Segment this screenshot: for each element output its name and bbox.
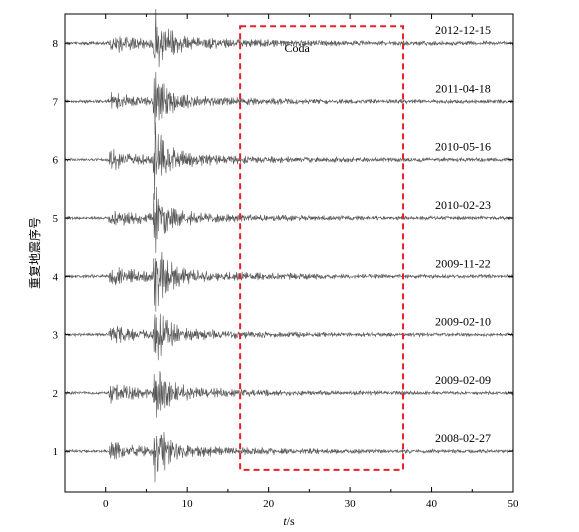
- x-axis-title-symbol: t: [283, 514, 287, 528]
- waveform-traces: [64, 8, 514, 483]
- date-labels: 2012-12-15 2011-04-18 2010-05-16 2010-02-23…: [435, 23, 491, 445]
- waveform-3: [64, 313, 514, 361]
- y-tick-label: 7: [53, 96, 59, 108]
- y-axis-title: 重复地震序号: [27, 217, 42, 289]
- date-label-5: 2010-02-23: [435, 198, 491, 212]
- y-tick-label: 1: [53, 446, 59, 458]
- date-label-2: 2009-02-09: [435, 373, 491, 387]
- y-tick-label: 4: [53, 271, 59, 283]
- waveform-4: [64, 251, 514, 312]
- y-tick-label: 8: [53, 38, 59, 50]
- x-axis-ticks: 0 10 20 30 40 50: [64, 14, 520, 510]
- coda-window-box: [239, 25, 405, 471]
- plot-frame: [64, 13, 514, 493]
- y-tick-label: 2: [53, 388, 59, 400]
- date-label-3: 2009-02-10: [435, 315, 491, 329]
- waveform-6: [64, 122, 514, 200]
- x-tick-label: 20: [263, 498, 275, 510]
- x-tick-label: 30: [345, 498, 357, 510]
- waveform-8: [64, 8, 514, 68]
- waveform-1: [64, 431, 514, 483]
- coda-label: Coda: [284, 41, 310, 55]
- date-label-4: 2009-11-22: [435, 256, 491, 270]
- y-tick-label: 6: [53, 155, 59, 167]
- date-label-7: 2011-04-18: [435, 81, 491, 95]
- date-label-6: 2010-05-16: [435, 140, 491, 154]
- y-axis-ticks: 1 2 3 4 5 6 7 8: [53, 38, 513, 458]
- x-tick-label: 0: [103, 498, 109, 510]
- waveform-2: [64, 371, 514, 418]
- x-tick-label: 10: [182, 498, 194, 510]
- x-tick-label: 50: [508, 498, 520, 510]
- x-axis-title-unit: /s: [287, 514, 295, 528]
- x-axis-title: t/s: [283, 514, 295, 528]
- waveform-5: [64, 186, 514, 253]
- x-tick-label: 40: [426, 498, 438, 510]
- waveform-7: [64, 71, 514, 135]
- date-label-8: 2012-12-15: [435, 23, 491, 37]
- y-tick-label: 3: [53, 330, 59, 342]
- y-tick-label: 5: [53, 213, 59, 225]
- date-label-1: 2008-02-27: [435, 431, 491, 445]
